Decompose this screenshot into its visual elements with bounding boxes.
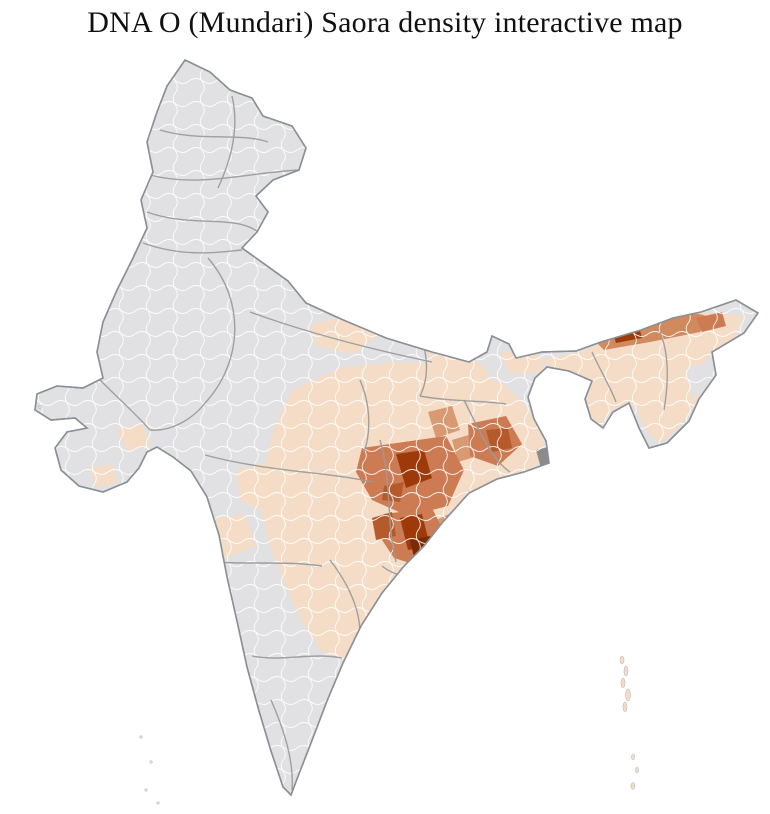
andaman-nicobar-islands[interactable] xyxy=(619,655,639,790)
state-border-line xyxy=(217,95,236,189)
state-border-line xyxy=(249,311,433,363)
district-cluster-west-coast[interactable] xyxy=(177,586,199,621)
state-border-line xyxy=(146,211,259,233)
state-border-line xyxy=(591,351,617,403)
district-mesh-overlay xyxy=(35,60,758,795)
page-title: DNA O (Mundari) Saora density interactiv… xyxy=(87,6,683,39)
state-border-line xyxy=(419,395,507,405)
state-border-line xyxy=(159,129,269,143)
island[interactable] xyxy=(635,766,639,774)
island[interactable] xyxy=(631,753,635,761)
island[interactable] xyxy=(149,760,153,764)
island[interactable] xyxy=(156,801,160,805)
state-border-line xyxy=(149,257,236,431)
island[interactable] xyxy=(625,688,631,702)
island[interactable] xyxy=(144,788,148,792)
state-border-line xyxy=(149,169,301,181)
lakshadweep-islands[interactable] xyxy=(37,404,160,805)
state-border-line xyxy=(142,242,243,254)
state-borders xyxy=(99,95,668,791)
island[interactable] xyxy=(37,404,43,410)
state-border-line xyxy=(359,379,370,453)
choropleth-layers xyxy=(35,60,758,795)
state-border-line xyxy=(379,439,397,563)
island[interactable] xyxy=(620,677,626,689)
state-border-line xyxy=(204,454,373,483)
island[interactable] xyxy=(622,701,628,713)
state-border-line xyxy=(463,399,511,473)
island[interactable] xyxy=(139,735,143,739)
state-border-line xyxy=(270,699,293,791)
island[interactable] xyxy=(630,782,636,790)
island[interactable] xyxy=(619,655,625,665)
state-border-line xyxy=(329,559,361,635)
state-border-line xyxy=(99,379,151,431)
island[interactable] xyxy=(623,665,629,677)
state-border-line xyxy=(659,331,668,411)
state-border-line xyxy=(251,655,343,659)
